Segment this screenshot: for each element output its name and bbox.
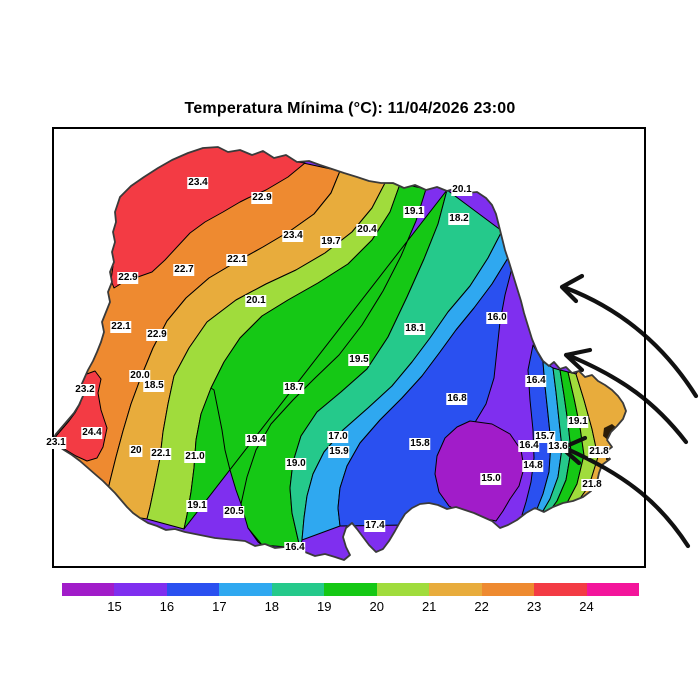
temp-label: 16.4 [525,375,547,387]
temp-label: 17.4 [364,520,386,532]
colorbar-tick: 17 [212,599,227,614]
temp-label: 19.0 [285,458,307,470]
colorbar-tick: 24 [579,599,594,614]
temp-label: 21.8 [581,479,603,491]
temp-label: 23.2 [74,384,96,396]
temp-label: 20.5 [223,506,245,518]
map-frame [52,127,646,568]
colorbar-tick: 20 [369,599,384,614]
temp-label: 21.8 [588,446,610,458]
temp-label: 18.5 [143,380,165,392]
colorbar-segment-15-16 [114,583,167,596]
temp-label: 19.5 [348,354,370,366]
temp-label: 21.0 [184,451,206,463]
colorbar-segment-22-23 [481,583,535,596]
colorbar-segment-23-24 [534,583,587,596]
colorbar-tick: 19 [317,599,332,614]
temp-label: 19.7 [320,236,342,248]
temp-label: 22.9 [251,192,273,204]
temp-label: 20.0 [129,370,151,382]
colorbar-segment-below-15 [62,583,115,596]
temp-label: 13.6 [547,441,569,453]
colorbar [62,583,639,596]
temp-label: 17.0 [327,431,349,443]
colorbar-tick: 15 [107,599,122,614]
colorbar-segment-16-17 [166,583,220,596]
temp-label: 14.8 [522,460,544,472]
colorbar-segment-18-19 [271,583,325,596]
temp-label: 18.2 [448,213,470,225]
temp-label: 20.4 [356,224,378,236]
temp-label: 16.4 [518,440,540,452]
temp-label: 19.1 [567,416,589,428]
temp-label: 16.8 [446,393,468,405]
temp-label: 23.1 [45,437,67,449]
temp-label: 15.9 [328,446,350,458]
temp-label: 19.4 [245,434,267,446]
wind-arrow [563,347,689,445]
colorbar-tick: 23 [526,599,542,614]
colorbar-tick: 18 [264,599,280,614]
temp-label: 18.7 [283,382,305,394]
temp-label: 23.4 [187,177,209,189]
colorbar-segment-above-24 [586,583,639,596]
colorbar-segment-17-18 [219,583,272,596]
temp-label: 22.1 [110,321,132,333]
temp-label: 22.1 [150,448,172,460]
temp-label: 20.1 [451,184,473,196]
temp-label: 19.1 [403,206,425,218]
wind-arrow [559,273,699,399]
temp-label: 16.4 [284,542,306,554]
temp-label: 23.4 [282,230,304,242]
colorbar-tick: 22 [474,599,489,614]
temp-label: 24.4 [81,427,103,439]
temp-label: 22.1 [226,254,248,266]
colorbar-tick: 16 [159,599,175,614]
colorbar-tick: 21 [421,599,437,614]
band-blue [337,257,513,527]
colorbar-segment-21-22 [429,583,482,596]
temp-label: 20.1 [245,295,267,307]
temp-label: 19.1 [186,500,208,512]
temp-label: 22.9 [117,272,139,284]
temp-label: 16.0 [486,312,508,324]
chart-title: Temperatura Mínima (°C): 11/04/2026 23:0… [184,100,516,117]
temp-label: 22.7 [173,264,195,276]
temp-label: 22.9 [146,329,168,341]
temp-label: 15.0 [480,473,502,485]
temp-label: 20 [129,445,143,457]
colorbar-segment-20-21 [376,583,430,596]
colorbar-segment-19-20 [324,583,377,596]
state-outline [51,146,627,561]
temp-label: 18.1 [404,323,426,335]
temp-label: 15.8 [409,438,431,450]
